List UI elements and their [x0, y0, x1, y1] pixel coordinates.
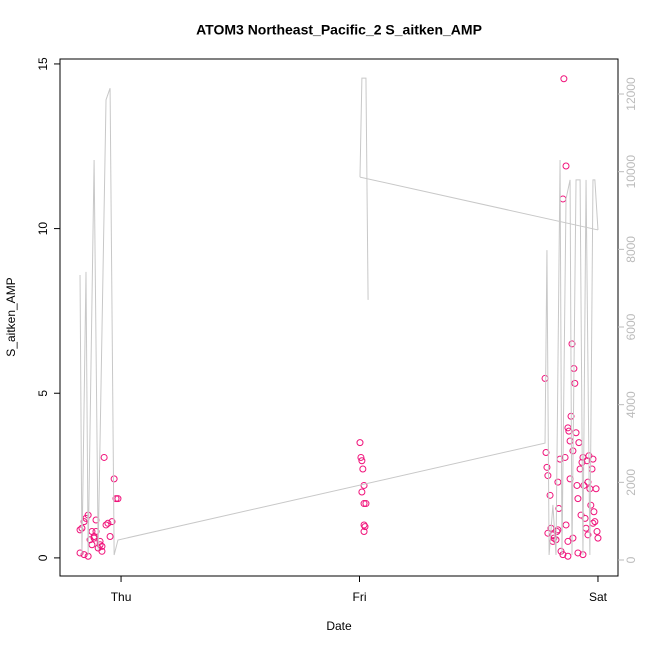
- point: [564, 552, 572, 560]
- y2-tick-label: 6000: [624, 313, 638, 340]
- y-tick-label: 15: [36, 57, 50, 71]
- point: [76, 526, 84, 534]
- point: [88, 541, 96, 549]
- point: [581, 514, 589, 522]
- y2-tick-label: 4000: [624, 391, 638, 418]
- y2-tick-label: 12000: [624, 77, 638, 111]
- point: [362, 500, 370, 508]
- point: [361, 523, 369, 531]
- point: [114, 495, 122, 503]
- y-axis-label: S_aitken_AMP: [4, 277, 18, 356]
- point: [559, 551, 567, 559]
- point: [356, 439, 364, 447]
- point: [565, 427, 573, 435]
- point: [592, 485, 600, 493]
- point: [112, 495, 120, 503]
- point: [574, 495, 582, 503]
- point: [358, 488, 366, 496]
- point: [100, 453, 108, 461]
- point: [594, 534, 602, 542]
- line-series: [79, 77, 599, 556]
- y-tick-label: 5: [36, 390, 50, 397]
- point: [104, 519, 112, 527]
- y2-tick-label: 2000: [624, 469, 638, 496]
- point: [562, 162, 570, 170]
- point: [543, 463, 551, 471]
- point: [554, 478, 562, 486]
- x-tick-label: Fri: [353, 590, 367, 604]
- point: [553, 528, 561, 536]
- point: [92, 528, 100, 536]
- point: [569, 534, 577, 542]
- x-axis-label: Date: [326, 619, 352, 633]
- point: [573, 481, 581, 489]
- point: [546, 491, 554, 499]
- point: [359, 465, 367, 473]
- point: [574, 549, 582, 557]
- point: [593, 528, 601, 536]
- point: [360, 481, 368, 489]
- point: [571, 379, 579, 387]
- y-tick-label: 0: [36, 554, 50, 561]
- point: [102, 521, 110, 529]
- point: [80, 551, 88, 559]
- point: [590, 508, 598, 516]
- y2-tick-label: 0: [624, 556, 638, 563]
- point: [108, 518, 116, 526]
- y2-tick-label: 10000: [624, 155, 638, 189]
- x-tick-label: Thu: [111, 590, 132, 604]
- point: [90, 534, 98, 542]
- point: [358, 457, 366, 465]
- point: [584, 531, 592, 539]
- x-tick-label: Sat: [589, 590, 608, 604]
- point: [560, 75, 568, 83]
- point: [591, 518, 599, 526]
- point: [568, 340, 576, 348]
- point: [542, 449, 550, 457]
- y-tick-label: 10: [36, 222, 50, 236]
- plot-frame: [59, 58, 619, 577]
- point: [562, 521, 570, 529]
- point: [544, 472, 552, 480]
- point: [106, 532, 114, 540]
- point: [360, 528, 368, 536]
- chart-title: ATOM3 Northeast_Pacific_2 S_aitken_AMP: [196, 22, 482, 38]
- point: [98, 547, 106, 555]
- point: [76, 549, 84, 557]
- point: [110, 475, 118, 483]
- point: [360, 521, 368, 529]
- point: [589, 455, 597, 463]
- point: [98, 542, 106, 550]
- point: [561, 453, 569, 461]
- point: [576, 465, 584, 473]
- point: [564, 537, 572, 545]
- point: [587, 501, 595, 509]
- point: [357, 453, 365, 461]
- point: [96, 541, 104, 549]
- point: [360, 500, 368, 508]
- y2-tick-label: 8000: [624, 236, 638, 263]
